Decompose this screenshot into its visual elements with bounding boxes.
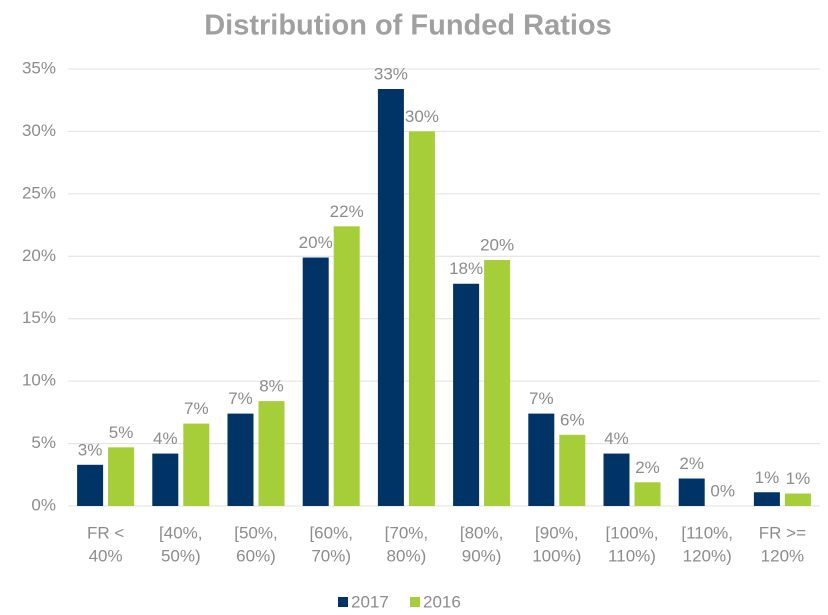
x-tick-label: FR >= — [759, 523, 806, 542]
y-tick-label: 0% — [31, 495, 56, 514]
data-label: 22% — [330, 202, 364, 221]
bar — [108, 447, 135, 506]
data-label: 33% — [374, 64, 408, 83]
x-tick-label: 110%) — [608, 546, 656, 565]
data-label: 6% — [560, 410, 585, 429]
data-label: 20% — [299, 233, 333, 252]
x-tick-label: 80%) — [387, 546, 427, 565]
y-tick-label: 25% — [22, 183, 56, 202]
data-label: 7% — [529, 389, 554, 408]
x-tick-label: 120%) — [683, 546, 732, 565]
bar — [603, 453, 630, 506]
data-label: 4% — [153, 429, 178, 448]
data-label: 5% — [109, 423, 134, 442]
legend-swatch — [338, 597, 348, 607]
data-label: 20% — [480, 236, 514, 255]
data-label: 18% — [449, 259, 483, 278]
bar — [453, 283, 480, 506]
legend-swatch — [410, 597, 420, 607]
legend-label: 2017 — [351, 592, 389, 611]
x-tick-label: 40% — [89, 546, 123, 565]
bar — [559, 434, 586, 506]
data-label: 2% — [679, 454, 704, 473]
bar — [333, 226, 360, 506]
data-label: 1% — [786, 469, 811, 488]
chart-title: Distribution of Funded Ratios — [204, 10, 612, 42]
x-tick-label: [60%, — [309, 523, 352, 542]
data-label: 7% — [184, 399, 209, 418]
y-tick-label: 30% — [22, 121, 56, 140]
x-tick-label: 90%) — [462, 546, 502, 565]
bar — [528, 413, 555, 506]
data-label: 1% — [755, 468, 780, 487]
data-label: 0% — [710, 481, 735, 500]
bar — [227, 413, 254, 506]
bar — [258, 401, 285, 506]
x-tick-label: [70%, — [385, 523, 428, 542]
x-tick-label: 50%) — [161, 546, 201, 565]
x-tick-label: [50%, — [234, 523, 277, 542]
bar — [678, 478, 705, 506]
bar — [377, 88, 404, 506]
y-tick-label: 5% — [31, 433, 56, 452]
data-label: 7% — [228, 389, 253, 408]
x-tick-label: FR < — [87, 523, 124, 542]
bar — [753, 492, 780, 506]
x-tick-label: [100%, — [606, 523, 659, 542]
x-tick-label: 70%) — [311, 546, 351, 565]
x-tick-label: 60%) — [236, 546, 276, 565]
x-tick-label: [80%, — [460, 523, 503, 542]
x-tick-label: 100%) — [532, 546, 581, 565]
y-tick-label: 10% — [22, 371, 56, 390]
data-label: 30% — [405, 107, 439, 126]
y-tick-label: 15% — [22, 308, 56, 327]
y-tick-label: 35% — [22, 58, 56, 77]
bar — [152, 453, 179, 506]
bar — [784, 493, 811, 506]
data-label: 8% — [259, 377, 284, 396]
x-tick-label: [90%, — [535, 523, 578, 542]
y-tick-label: 20% — [22, 246, 56, 265]
bar — [77, 464, 104, 506]
data-label: 4% — [604, 429, 629, 448]
data-label: 3% — [78, 440, 103, 459]
bar — [484, 260, 511, 506]
legend-label: 2016 — [423, 592, 461, 611]
bar — [634, 482, 661, 506]
bar — [408, 131, 435, 506]
x-tick-label: [40%, — [159, 523, 202, 542]
x-tick-label: 120% — [761, 546, 804, 565]
data-label: 2% — [635, 458, 660, 477]
bar — [183, 423, 210, 506]
bar — [302, 257, 329, 506]
x-tick-label: [110%, — [681, 523, 733, 542]
